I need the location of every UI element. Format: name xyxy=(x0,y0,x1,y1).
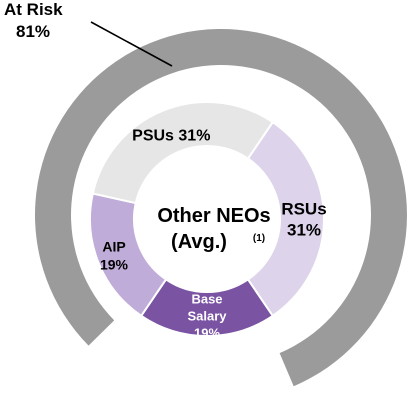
center-label-line2: (Avg.) xyxy=(171,231,227,253)
slice-psus-name-label: PSUs 31% xyxy=(132,127,210,144)
center-label-line1: Other NEOs xyxy=(157,205,270,227)
slice-base-salary-name-label: Salary xyxy=(187,309,227,324)
center-footnote: (1) xyxy=(253,233,265,244)
slice-rsus-name-label: RSUs xyxy=(281,200,326,219)
at-risk-value: 81% xyxy=(16,22,50,41)
slice-psus xyxy=(91,101,275,205)
slice-label-layer: Base Salary 19% AIP 19% PSUs 31% RSUs 31% xyxy=(100,127,327,340)
slice-layer xyxy=(89,101,325,337)
slice-base-salary-value-label: 19% xyxy=(194,326,220,341)
at-risk-label: At Risk xyxy=(4,0,63,19)
slice-aip-name-label: AIP xyxy=(102,239,125,255)
slice-base-salary-name-label: Base xyxy=(191,292,222,307)
slice-aip-value-label: 19% xyxy=(100,257,129,273)
at-risk-leader-line xyxy=(90,21,173,67)
slice-rsus xyxy=(246,120,325,318)
slice-rsus-value-label: 31% xyxy=(287,221,321,240)
